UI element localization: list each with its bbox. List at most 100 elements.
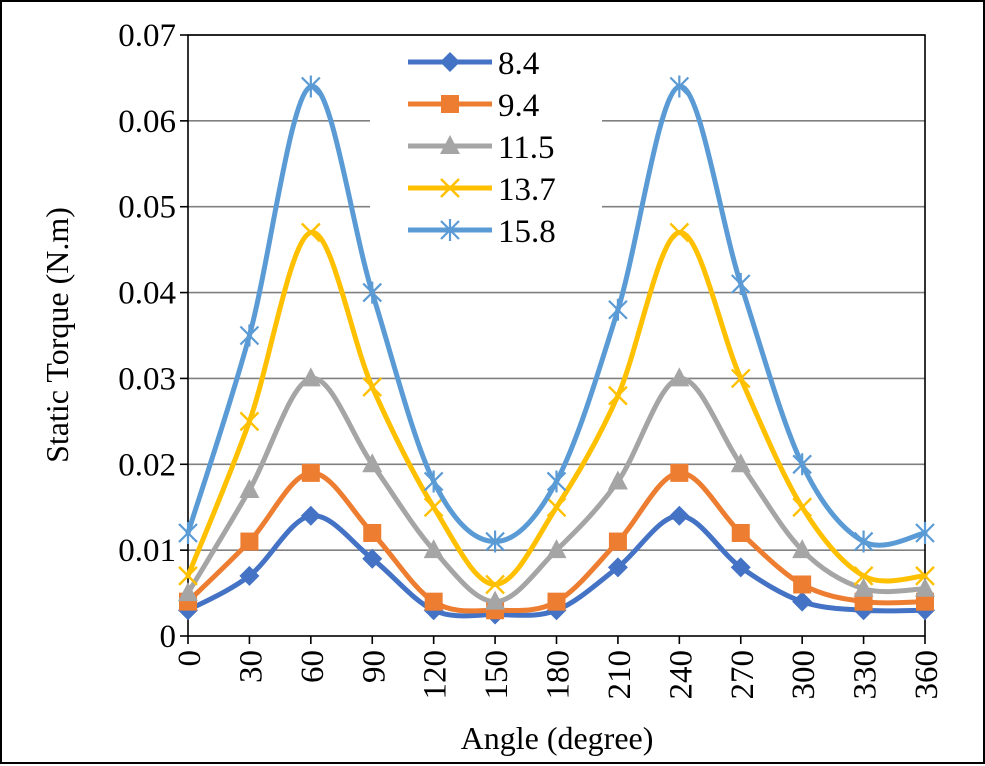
data-point <box>423 539 444 559</box>
x-tick-label: 120 <box>418 650 454 700</box>
data-point <box>362 281 383 304</box>
x-tick-label: 300 <box>786 650 822 700</box>
data-point <box>362 377 383 397</box>
data-point <box>853 566 874 586</box>
data-point <box>854 592 873 611</box>
axes: 0 0.01 0.02 0.03 0.04 0.05 0.06 0.07 0 30 60 90 120 1… <box>118 18 945 700</box>
data-point <box>853 530 874 553</box>
data-point <box>362 548 383 569</box>
x-tick-label: 30 <box>233 650 269 683</box>
data-point <box>239 479 260 499</box>
data-point <box>546 539 567 559</box>
data-point <box>485 530 505 553</box>
legend-label: 9.4 <box>498 88 539 124</box>
data-point <box>300 505 321 526</box>
legend: 8.4 9.4 11.5 13.7 15.8 <box>370 42 602 258</box>
data-point <box>301 463 320 482</box>
data-point <box>301 75 321 98</box>
data-point <box>547 592 566 611</box>
data-point <box>546 470 567 493</box>
y-tick-label: 0 <box>160 619 177 655</box>
data-point <box>363 523 382 542</box>
legend-label: 15.8 <box>498 214 556 250</box>
x-tick-label: 210 <box>602 650 638 700</box>
data-point <box>730 557 751 578</box>
legend-entry: 13.7 <box>408 172 556 208</box>
data-point <box>669 75 690 98</box>
data-point <box>546 497 567 518</box>
data-point <box>485 574 505 595</box>
series-13-7 <box>178 222 935 595</box>
data-point <box>239 411 260 432</box>
data-point <box>607 470 628 490</box>
data-point <box>239 565 260 586</box>
legend-marker <box>440 178 460 198</box>
data-point <box>793 575 812 594</box>
y-tick-label: 0.04 <box>118 276 176 312</box>
y-tick-label: 0.03 <box>118 361 176 397</box>
data-point <box>608 532 627 551</box>
data-point <box>608 298 628 321</box>
data-point <box>853 577 874 597</box>
x-tick-label: 180 <box>541 650 577 700</box>
series-15-8 <box>178 75 935 553</box>
data-point <box>362 453 383 473</box>
legend-entry: 9.4 <box>408 88 539 124</box>
data-point <box>178 582 198 602</box>
y-axis-title: Static Torque (N.m) <box>39 207 75 463</box>
data-point <box>485 590 506 610</box>
y-tick-label: 0.02 <box>118 447 176 483</box>
data-point <box>669 505 690 526</box>
y-tick-label: 0.07 <box>118 18 176 54</box>
x-tick-label: 0 <box>172 650 208 667</box>
data-point <box>730 272 751 295</box>
data-point <box>300 367 321 387</box>
y-tick-label: 0.06 <box>118 104 176 140</box>
x-tick-label: 330 <box>848 650 884 700</box>
data-point <box>670 463 689 482</box>
legend-marker <box>441 95 459 113</box>
data-point <box>423 497 444 518</box>
data-point <box>669 222 690 243</box>
x-tick-label: 360 <box>909 650 945 700</box>
series-9-4 <box>179 463 934 620</box>
data-point <box>915 577 935 597</box>
legend-label: 8.4 <box>498 46 539 82</box>
legend-marker <box>440 52 460 72</box>
data-point <box>608 385 628 406</box>
data-point <box>239 324 260 347</box>
data-point <box>915 521 935 544</box>
legend-entry: 8.4 <box>408 46 539 82</box>
y-tick-label: 0.05 <box>118 190 176 226</box>
data-point <box>792 497 813 518</box>
legend-entry: 11.5 <box>408 130 555 166</box>
x-axis-title: Angle (degree) <box>461 720 654 756</box>
x-tick-label: 60 <box>295 650 331 683</box>
x-tick-label: 90 <box>356 650 392 683</box>
data-point <box>607 557 628 578</box>
data-point <box>424 592 443 611</box>
legend-marker <box>440 219 460 241</box>
data-point <box>730 453 751 473</box>
series-line <box>185 229 928 587</box>
legend-label: 13.7 <box>498 172 556 208</box>
data-point <box>792 539 813 559</box>
legend-marker <box>440 135 460 154</box>
series-11-5 <box>178 367 935 610</box>
legend-label: 11.5 <box>498 130 555 166</box>
x-tick-label: 270 <box>725 650 761 700</box>
legend-box <box>370 42 602 258</box>
data-point <box>730 368 751 389</box>
data-point <box>731 523 750 542</box>
series-lines <box>178 75 935 625</box>
series-line <box>185 84 928 548</box>
data-point <box>178 521 198 544</box>
y-tick-label: 0.01 <box>118 533 176 569</box>
data-point <box>792 453 812 476</box>
data-point <box>240 532 259 551</box>
data-point <box>423 470 444 493</box>
data-point <box>915 566 935 586</box>
x-tick-label: 150 <box>479 650 515 700</box>
